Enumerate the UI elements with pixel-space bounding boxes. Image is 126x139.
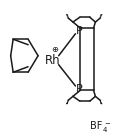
Text: P: P xyxy=(76,26,83,36)
Text: P: P xyxy=(76,84,83,94)
Text: −: − xyxy=(105,121,111,127)
Text: BF: BF xyxy=(90,121,103,131)
Text: ⊕: ⊕ xyxy=(51,45,58,54)
Text: Rh: Rh xyxy=(45,54,61,67)
Text: 4: 4 xyxy=(102,127,107,133)
